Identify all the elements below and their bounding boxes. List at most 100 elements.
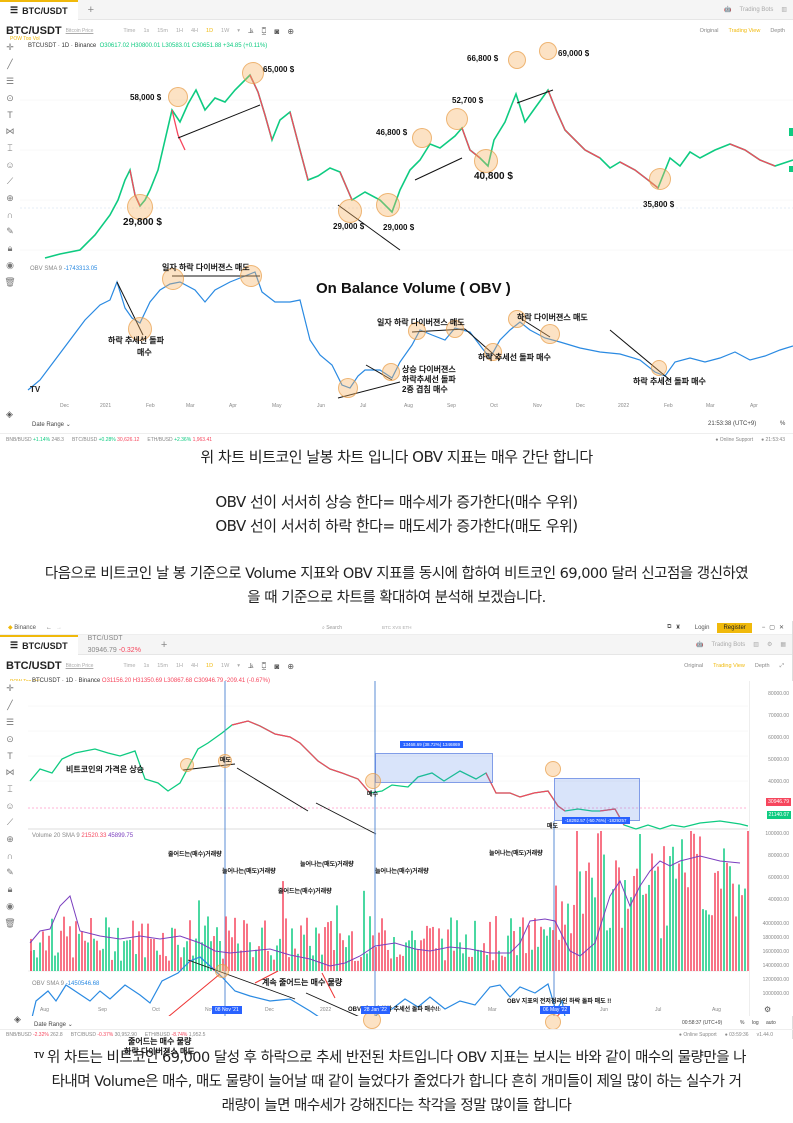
indicator-icon[interactable]: ⫡ bbox=[248, 26, 254, 35]
view-depth[interactable]: Depth bbox=[770, 28, 785, 34]
pattern-icon[interactable]: ⋈ bbox=[5, 767, 15, 777]
close-icon[interactable]: ✕ bbox=[778, 625, 784, 631]
forward-icon[interactable]: → bbox=[55, 624, 62, 631]
interval-1h[interactable]: 1H bbox=[175, 28, 183, 34]
fib-icon[interactable]: ☰ bbox=[5, 717, 15, 727]
trash-icon[interactable]: 🗑︎ bbox=[4, 277, 16, 287]
tab-btcusdt[interactable]: ☰ BTC/USDT bbox=[0, 0, 78, 20]
interval-1d[interactable]: 1D bbox=[206, 663, 214, 669]
interval-1d[interactable]: 1D bbox=[206, 28, 214, 34]
date-range-button[interactable]: Date Range ⌄ bbox=[34, 1022, 73, 1028]
magnet-icon[interactable]: ∩ bbox=[6, 210, 14, 220]
trading-bots-link[interactable]: Trading Bots bbox=[711, 641, 746, 648]
camera-icon[interactable]: ◙ bbox=[274, 661, 280, 671]
plus-circle-icon[interactable]: ⊕ bbox=[287, 26, 295, 36]
maximize-icon[interactable]: ▢ bbox=[769, 625, 775, 631]
eye-icon[interactable]: ◉ bbox=[6, 901, 14, 911]
interval-15m[interactable]: 15m bbox=[157, 28, 168, 34]
chevron-down-icon[interactable]: ▾ bbox=[237, 28, 241, 34]
candles-icon[interactable]: ⧮ bbox=[261, 26, 267, 35]
text-icon[interactable]: T bbox=[7, 110, 13, 120]
back-icon[interactable]: ← bbox=[45, 624, 52, 631]
gear-icon[interactable]: ⚙ bbox=[766, 642, 773, 648]
interval-1w[interactable]: 1W bbox=[221, 28, 230, 34]
ticker-item[interactable]: BNB/BUSD +1.14% 248.3 bbox=[6, 436, 64, 443]
ruler-icon[interactable]: ⟋ bbox=[6, 176, 14, 186]
percent-toggle[interactable]: % bbox=[780, 421, 786, 427]
ticker-item[interactable]: ETH/BUSD -8.74% 1,952.5 bbox=[144, 1031, 206, 1038]
eye-icon[interactable]: ◉ bbox=[6, 260, 14, 270]
view-tradingview[interactable]: Trading View bbox=[713, 662, 745, 669]
measure-icon[interactable]: ⌶ bbox=[7, 143, 13, 153]
tab-btcusdt-2[interactable]: BTC/USDT 30946.79 -0.32% bbox=[87, 634, 141, 654]
settings-icon[interactable]: ⚙ bbox=[764, 1005, 772, 1014]
interval-1s[interactable]: 1s bbox=[143, 663, 150, 669]
chevron-down-icon[interactable]: ▾ bbox=[237, 663, 241, 669]
symbol-sub-link[interactable]: Bitcoin Price bbox=[65, 28, 94, 34]
expand-icon[interactable]: ⤢ bbox=[779, 662, 784, 669]
interval-time[interactable]: Time bbox=[123, 28, 136, 34]
layers-icon[interactable]: ◈ bbox=[6, 409, 13, 419]
ticker-item[interactable]: BTC/BUSD +0.28% 30,626.12 bbox=[71, 436, 140, 443]
range-box-gain[interactable] bbox=[375, 753, 493, 783]
camera-icon[interactable]: ◙ bbox=[274, 26, 280, 36]
indicator-icon[interactable]: ⫡ bbox=[248, 661, 254, 670]
layout-icon[interactable]: ▥ bbox=[781, 7, 787, 13]
add-tab-button[interactable]: + bbox=[87, 3, 95, 16]
fib-icon[interactable]: ☰ bbox=[5, 76, 15, 86]
layers-icon[interactable]: ◈ bbox=[14, 1014, 21, 1024]
lock-icon[interactable]: 🔒︎ bbox=[7, 884, 13, 894]
login-button[interactable]: Login bbox=[694, 624, 710, 631]
crosshair-icon[interactable]: ✛ bbox=[6, 42, 14, 52]
auto-toggle[interactable]: auto bbox=[766, 1020, 776, 1026]
ruler-icon[interactable]: ⟋ bbox=[6, 817, 14, 827]
tab-btcusdt[interactable]: ☰ BTC/USDT bbox=[0, 634, 78, 655]
view-original[interactable]: Original bbox=[684, 662, 704, 669]
zoom-icon[interactable]: ⊕ bbox=[6, 834, 14, 844]
range-box-loss[interactable] bbox=[554, 778, 640, 821]
trash-icon[interactable]: 🗑︎ bbox=[4, 918, 16, 928]
magnet-icon[interactable]: ∩ bbox=[6, 851, 14, 861]
layout-icon[interactable]: ▥ bbox=[753, 642, 759, 648]
circle-icon[interactable]: ⊙ bbox=[6, 93, 14, 103]
search-input[interactable]: ⌕ Search bbox=[321, 624, 343, 631]
ticker-item[interactable]: BTC/BUSD -0.37% 30,952.90 bbox=[70, 1031, 137, 1038]
download-icon[interactable]: ⧉ bbox=[667, 624, 672, 630]
notification-icon[interactable]: ♜ bbox=[675, 625, 681, 631]
ticker-item[interactable]: ETH/BUSD +2.36% 1,963.41 bbox=[147, 436, 213, 443]
register-button[interactable]: Register bbox=[717, 622, 752, 633]
online-support-link[interactable]: ● Online Support bbox=[715, 436, 754, 443]
online-support-link[interactable]: ● Online Support bbox=[678, 1031, 717, 1038]
zoom-icon[interactable]: ⊕ bbox=[6, 193, 14, 203]
date-range-button[interactable]: Date Range ⌄ bbox=[32, 422, 71, 428]
add-tab-button[interactable]: + bbox=[160, 638, 168, 651]
view-depth[interactable]: Depth bbox=[754, 662, 770, 669]
plus-circle-icon[interactable]: ⊕ bbox=[287, 661, 295, 671]
interval-1h[interactable]: 1H bbox=[175, 663, 183, 669]
interval-time[interactable]: Time bbox=[123, 663, 136, 669]
interval-15m[interactable]: 15m bbox=[157, 663, 168, 669]
price-axis[interactable]: 80000.00 70000.00 60000.00 50000.00 4000… bbox=[749, 681, 793, 1016]
emoji-icon[interactable]: ☺ bbox=[5, 160, 15, 170]
interval-4h[interactable]: 4H bbox=[190, 28, 199, 34]
pencil-lock-icon[interactable]: ✎ bbox=[6, 867, 14, 877]
circle-icon[interactable]: ⊙ bbox=[6, 734, 14, 744]
interval-1s[interactable]: 1s bbox=[143, 28, 150, 34]
interval-1w[interactable]: 1W bbox=[221, 663, 230, 669]
view-tradingview[interactable]: Trading View bbox=[728, 28, 761, 34]
interval-4h[interactable]: 4H bbox=[190, 663, 199, 669]
minimize-icon[interactable]: − bbox=[761, 624, 766, 631]
pencil-lock-icon[interactable]: ✎ bbox=[6, 226, 14, 236]
emoji-icon[interactable]: ☺ bbox=[5, 801, 15, 811]
price-chart-1[interactable]: ✛ ╱ ☰ ⊙ T ⋈ ⌶ ☺ ⟋ ⊕ ∩ ✎ 🔒︎ ◉ 🗑︎ BTCUSDT … bbox=[0, 40, 793, 400]
candles-icon[interactable]: ⧮ bbox=[261, 661, 267, 670]
log-toggle[interactable]: log bbox=[752, 1020, 759, 1026]
percent-toggle[interactable]: % bbox=[740, 1020, 745, 1026]
view-original[interactable]: Original bbox=[699, 28, 719, 34]
symbol-sub-link[interactable]: Bitcoin Price bbox=[65, 663, 94, 669]
ticker-item[interactable]: BNB/BUSD -2.32% 262.8 bbox=[6, 1031, 63, 1038]
trendline-icon[interactable]: ╱ bbox=[7, 700, 13, 710]
pattern-icon[interactable]: ⋈ bbox=[5, 126, 15, 136]
lock-icon[interactable]: 🔒︎ bbox=[7, 243, 13, 253]
text-icon[interactable]: T bbox=[7, 751, 13, 761]
